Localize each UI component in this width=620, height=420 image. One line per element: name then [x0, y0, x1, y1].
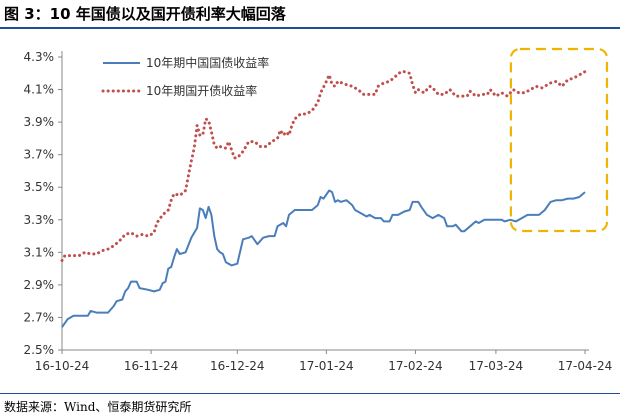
- series-line-1: [61, 189, 586, 328]
- legend-label-1: 10年期中国国债收益率: [146, 55, 269, 70]
- y-tick-label: 2.5%: [24, 343, 55, 357]
- chart-area: 2.5% 2.7% 2.9% 3.1% 3.3% 3.5% 3.7% 3.9% 4.1% 4.3%…: [0, 29, 620, 393]
- figure-title: 图 3：10 年国债以及国开债利率大幅回落: [4, 5, 286, 23]
- highlight-box: [509, 47, 609, 233]
- x-tick-label: 16-11-24: [124, 359, 178, 373]
- series-line-2: [60, 70, 587, 262]
- y-tick-label: 3.7%: [24, 148, 55, 162]
- y-tick-label: 2.9%: [24, 278, 55, 292]
- line-chart: 2.5% 2.7% 2.9% 3.1% 3.3% 3.5% 3.7% 3.9% 4.1% 4.3%…: [24, 47, 612, 373]
- y-tick-label: 4.1%: [24, 83, 55, 97]
- x-tick-label: 16-12-24: [210, 359, 264, 373]
- y-tick-label: 3.3%: [24, 213, 55, 227]
- source-note: 数据来源：Wind、恒泰期货研究所: [4, 400, 192, 414]
- x-tick-label: 16-10-24: [35, 359, 89, 373]
- y-tick-label: 3.9%: [24, 115, 55, 129]
- x-tick-label: 17-02-24: [388, 359, 442, 373]
- legend-label-2: 10年期国开债收益率: [146, 83, 257, 98]
- y-tick-label: 2.7%: [24, 310, 55, 324]
- x-tick-label: 17-04-24: [558, 359, 612, 373]
- title-rule: [0, 27, 620, 29]
- bottom-rule: [0, 393, 620, 394]
- y-tick-label: 4.3%: [24, 50, 55, 64]
- y-tick-label: 3.1%: [24, 245, 55, 259]
- x-tick-label: 17-01-24: [299, 359, 353, 373]
- x-tick-label: 17-03-24: [469, 359, 523, 373]
- y-tick-label: 3.5%: [24, 180, 55, 194]
